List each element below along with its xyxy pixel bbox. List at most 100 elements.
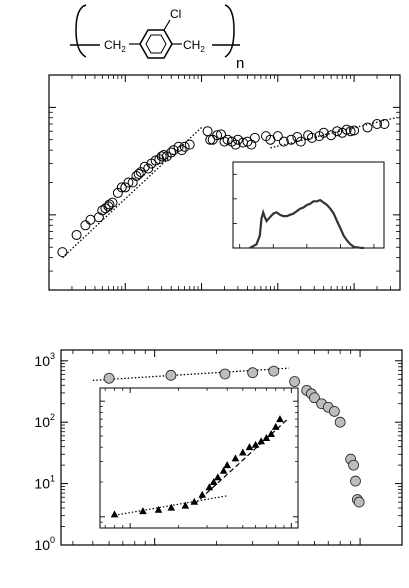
inset-data-point	[214, 473, 222, 481]
polymer-formula: CH2 Cl CH2 n	[70, 4, 244, 72]
data-point	[219, 368, 231, 380]
data-point	[165, 369, 177, 381]
data-point	[289, 376, 300, 387]
y-tick-label: 103	[34, 351, 55, 369]
y-tick-label: 102	[34, 412, 55, 430]
data-point	[345, 126, 356, 137]
data-point	[246, 139, 257, 150]
data-point	[104, 199, 115, 210]
inset-data-point	[219, 466, 228, 474]
fit-line	[61, 126, 202, 259]
data-point	[93, 212, 104, 223]
data-point	[71, 229, 82, 240]
formula-repeat-n: n	[236, 55, 244, 72]
data-point	[103, 372, 115, 384]
data-point	[230, 139, 241, 150]
y-tick-label: 101	[34, 474, 55, 492]
data-point	[226, 136, 237, 147]
y-tick-base: 10	[34, 414, 50, 430]
inset-data-point	[245, 443, 254, 451]
y-tick-base: 10	[34, 537, 50, 553]
data-point	[176, 145, 187, 156]
data-point	[120, 182, 131, 193]
data-point	[350, 475, 361, 487]
y-tick-exponent: 1	[50, 474, 55, 484]
data-point	[107, 197, 118, 208]
data-point	[80, 220, 91, 231]
inset-b	[99, 387, 299, 529]
panel-a	[48, 74, 401, 291]
formula-right-ch2: CH2	[183, 38, 205, 54]
data-point	[205, 134, 216, 145]
inset-data-point	[190, 497, 199, 505]
benzene-ring	[139, 29, 173, 59]
data-point	[143, 163, 154, 174]
formula-left-ch2: CH2	[104, 38, 126, 54]
data-point	[278, 136, 289, 147]
inset-data-point	[271, 422, 280, 430]
data-point	[202, 126, 213, 137]
fit-line	[92, 367, 289, 382]
y-tick-label: 100	[34, 535, 55, 553]
y-tick-exponent: 2	[50, 412, 55, 422]
data-point	[309, 392, 320, 404]
data-point	[168, 145, 179, 156]
inset-a	[232, 161, 385, 250]
data-point	[179, 141, 190, 152]
data-point	[334, 416, 346, 428]
y-tick-base: 10	[34, 353, 50, 369]
data-point	[123, 177, 134, 188]
data-point	[349, 125, 360, 136]
data-point	[184, 139, 195, 150]
inset-data-point	[231, 454, 240, 462]
data-point	[318, 127, 329, 138]
y-tick-exponent: 0	[50, 535, 55, 545]
inset-data-point	[139, 507, 147, 515]
data-point	[247, 367, 259, 379]
data-point	[372, 119, 383, 130]
data-point	[156, 151, 167, 162]
y-tick-base: 10	[34, 476, 50, 492]
data-point	[133, 168, 144, 179]
formula-left-bracket	[75, 4, 87, 58]
y-tick-exponent: 3	[50, 351, 55, 361]
data-point	[112, 187, 123, 198]
inset-data-point	[257, 437, 265, 445]
inset-data-point	[267, 430, 275, 438]
inset-data-point	[167, 503, 176, 511]
inset-data-point	[198, 490, 207, 498]
data-point	[249, 132, 260, 143]
data-point	[272, 131, 283, 142]
data-point	[232, 134, 243, 145]
formula-cl: Cl	[170, 7, 181, 21]
data-point	[329, 405, 340, 417]
data-point	[306, 132, 317, 143]
data-point	[332, 126, 343, 137]
inset-data-point	[154, 505, 163, 513]
inset-data-point	[110, 510, 119, 518]
data-point	[85, 214, 96, 225]
data-point	[295, 136, 306, 147]
inset-data-point	[262, 434, 271, 442]
data-point	[362, 122, 373, 133]
inset-data-point	[223, 461, 231, 469]
inset-a-line	[249, 198, 364, 250]
formula-cl-bond	[163, 19, 171, 31]
data-point	[116, 182, 127, 193]
data-point	[166, 147, 177, 158]
inset-data-point	[251, 440, 260, 448]
panel-b-frame	[60, 349, 403, 546]
data-point	[212, 130, 223, 141]
inset-data-point	[181, 501, 190, 509]
benzene-inner-ring	[145, 34, 167, 54]
data-point	[219, 136, 230, 147]
data-point	[173, 141, 184, 152]
data-point	[379, 119, 390, 130]
inset-data-point	[209, 477, 218, 485]
data-point	[353, 496, 365, 508]
inset-b-frame	[99, 387, 299, 529]
inset-fit-line	[193, 418, 289, 505]
data-point	[57, 247, 68, 258]
